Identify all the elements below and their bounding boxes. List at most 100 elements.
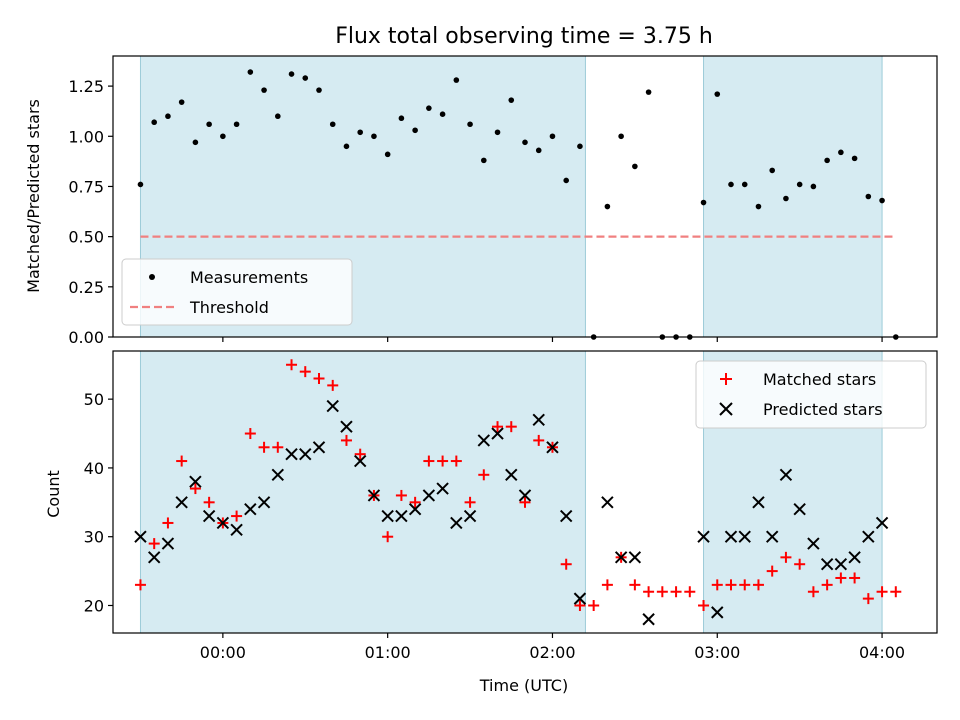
measurement-point — [398, 115, 405, 122]
predicted-point-b — [312, 441, 326, 454]
matched-point — [189, 483, 201, 495]
matched-point — [395, 489, 407, 501]
measurement-point — [810, 183, 817, 190]
measurement-point — [796, 181, 803, 188]
predicted-point-b — [353, 454, 367, 468]
bottom-y-axis-label: Count — [44, 470, 63, 518]
shaded-interval — [703, 55, 883, 338]
matched-point — [478, 469, 490, 481]
matched-point — [835, 572, 847, 584]
predicted-point-b — [724, 530, 738, 543]
predicted-point — [257, 496, 271, 509]
y-tick-label: 1.25 — [68, 77, 104, 96]
predicted-point-b — [559, 509, 573, 523]
matched-point — [313, 373, 325, 385]
predicted-point-b — [381, 509, 394, 523]
measurement-point — [439, 111, 446, 118]
matched-point — [176, 455, 188, 467]
predicted-point — [820, 558, 834, 571]
measurement-point — [357, 129, 364, 136]
matched-point — [148, 538, 160, 550]
matched-point — [876, 586, 888, 598]
matched-point — [766, 565, 778, 577]
measurement-point — [371, 133, 377, 140]
predicted-point-b — [862, 530, 875, 543]
matched-point — [601, 579, 613, 591]
predicted-point-b — [546, 441, 559, 454]
predicted-point — [340, 420, 353, 433]
predicted-point-b — [189, 475, 202, 488]
legend-measurements-label: Measurements — [190, 268, 308, 287]
matched-point — [492, 421, 504, 433]
matched-point — [807, 586, 819, 598]
matched-point — [780, 551, 792, 563]
matched-point — [670, 586, 682, 598]
predicted-point-b — [518, 489, 532, 502]
predicted-point — [848, 551, 861, 564]
measurement-point — [659, 334, 666, 340]
predicted-point — [765, 530, 779, 543]
predicted-point-b — [697, 530, 710, 543]
measurement-point — [316, 87, 322, 93]
matched-point — [711, 579, 723, 591]
measurement-point — [783, 195, 789, 202]
predicted-point-b — [505, 468, 518, 482]
predicted-point — [299, 447, 312, 461]
predicted-point — [807, 537, 820, 550]
predicted-point-b — [532, 413, 545, 426]
predicted-point — [642, 613, 655, 626]
predicted-point — [381, 509, 394, 523]
predicted-point-b — [765, 530, 779, 543]
matched-point — [272, 441, 284, 453]
measurement-point — [247, 69, 254, 75]
x-tick-label: 02:00 — [529, 643, 575, 662]
predicted-point-b — [216, 516, 230, 530]
matched-point — [519, 496, 531, 508]
measurement-point — [165, 113, 171, 120]
predicted-point — [875, 516, 889, 530]
predicted-point-b — [834, 558, 848, 571]
legend-matched-label: Matched stars — [763, 370, 876, 389]
measurement-point — [838, 149, 844, 156]
matched-point — [505, 421, 517, 433]
predicted-point — [436, 482, 449, 495]
measurement-point — [645, 89, 652, 95]
predicted-point-b — [422, 489, 436, 502]
measurement-point — [851, 155, 858, 162]
predicted-point — [408, 502, 422, 516]
measurement-point — [618, 133, 624, 140]
matched-point — [382, 531, 394, 543]
measurement-point — [714, 91, 721, 97]
predicted-point — [134, 530, 147, 543]
y-tick-label: 0.00 — [68, 328, 104, 347]
predicted-point-b — [436, 482, 449, 495]
predicted-point — [230, 523, 243, 537]
predicted-point-b — [285, 447, 298, 461]
predicted-point-b — [134, 530, 147, 543]
measurement-point — [206, 121, 212, 128]
measurement-point — [192, 139, 199, 146]
measurement-point — [535, 147, 542, 154]
predicted-point-b — [202, 509, 216, 523]
matched-point — [725, 579, 737, 591]
predicted-point-b — [230, 523, 243, 537]
legend-predicted-label: Predicted stars — [763, 400, 883, 419]
predicted-point — [628, 551, 642, 564]
matched-point — [244, 428, 256, 440]
predicted-point-b — [340, 420, 353, 433]
predicted-point — [326, 399, 339, 413]
matched-point — [698, 599, 710, 611]
measurement-point — [577, 143, 583, 150]
predicted-point-b — [752, 496, 765, 509]
matched-point — [134, 579, 146, 591]
y-tick-label: 0.50 — [68, 228, 104, 247]
measurement-point — [453, 77, 460, 83]
matched-point — [409, 496, 421, 508]
predicted-point-b — [257, 496, 271, 509]
predicted-point-b — [395, 509, 408, 523]
measurement-point — [879, 197, 885, 204]
matched-point — [656, 586, 668, 598]
measurement-point — [893, 334, 899, 340]
matched-point — [354, 448, 366, 460]
